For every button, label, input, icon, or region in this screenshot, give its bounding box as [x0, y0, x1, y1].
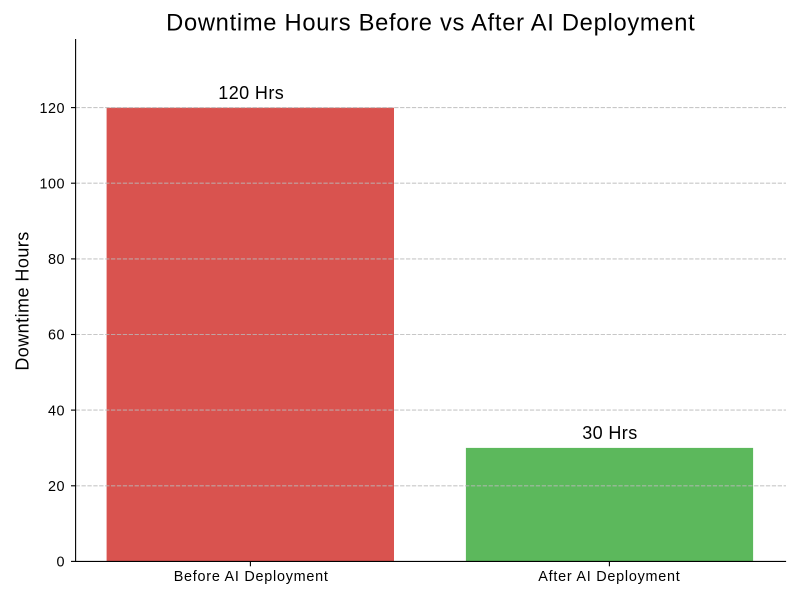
- svg-text:Downtime Hours Before vs After: Downtime Hours Before vs After AI Deploy…: [166, 11, 695, 37]
- svg-text:120 Hrs: 120 Hrs: [218, 83, 284, 103]
- svg-text:Before AI Deployment: Before AI Deployment: [174, 569, 329, 585]
- svg-text:80: 80: [48, 252, 65, 268]
- svg-text:20: 20: [48, 479, 65, 495]
- svg-text:100: 100: [39, 176, 65, 192]
- svg-text:0: 0: [56, 555, 65, 571]
- svg-text:120: 120: [39, 101, 65, 117]
- svg-text:60: 60: [48, 328, 65, 344]
- svg-text:Downtime Hours: Downtime Hours: [12, 231, 32, 370]
- svg-text:30 Hrs: 30 Hrs: [582, 423, 637, 443]
- svg-text:40: 40: [48, 403, 65, 419]
- svg-text:After AI Deployment: After AI Deployment: [538, 569, 680, 585]
